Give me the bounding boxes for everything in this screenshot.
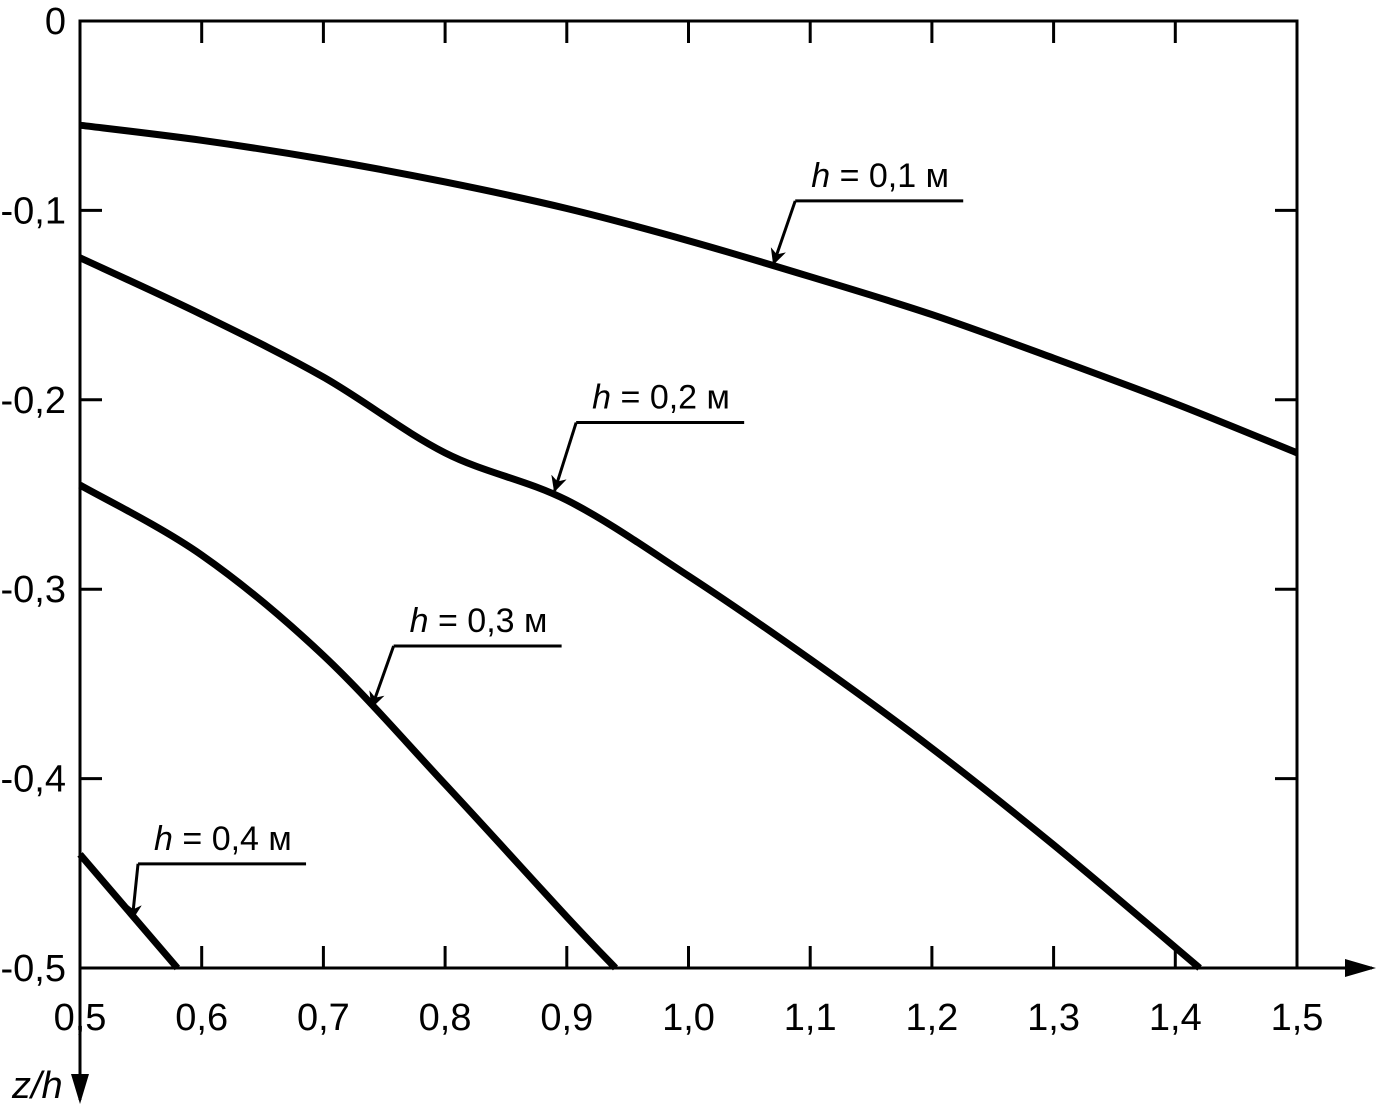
- x-tick-label: 0,8: [419, 997, 472, 1039]
- series-label-2: h = 0,2 м: [551, 379, 745, 493]
- ticks-layer: 0,5 0,6 0,7 0,8 0,9 1,0 1,1 1,2 1,3 1,4 1,50-0,1-0…: [1, 1, 1324, 1039]
- y-tick-label: -0,1: [1, 190, 66, 232]
- y-tick-label: 0: [45, 1, 66, 43]
- x-tick-label: 1,1: [784, 997, 837, 1039]
- y-axis-arrowhead: [71, 1074, 89, 1104]
- series-line-1: [79, 121, 1299, 457]
- x-tick-label: 0,6: [175, 997, 228, 1039]
- series-label-text: h = 0,1 м: [811, 157, 949, 195]
- x-tick-label: 1,2: [905, 997, 958, 1039]
- series-line-2: [78, 254, 1202, 971]
- series-label-arrow: [551, 422, 578, 493]
- x-tick-label: 1,5: [1271, 997, 1324, 1039]
- labels-layer: h = 0,1 м h = 0,2 м h = 0,3 м h = 0,4 м: [125, 157, 964, 921]
- series-label-1: h = 0,1 м: [770, 157, 964, 265]
- x-tick-label: 0,9: [540, 997, 593, 1039]
- series-line-4: [77, 852, 181, 971]
- y-tick-label: -0,5: [1, 948, 66, 990]
- series-label-text: h = 0,2 м: [592, 379, 730, 417]
- y-tick-label: -0,2: [1, 380, 66, 422]
- x-tick-label: 1,4: [1149, 997, 1202, 1039]
- y-tick-label: -0,3: [1, 569, 66, 611]
- y-tick-label: -0,4: [1, 759, 66, 801]
- series-layer: [77, 121, 1299, 971]
- series-label-4: h = 0,4 м: [125, 820, 307, 921]
- series-label-arrow: [125, 863, 142, 921]
- y-axis-title: z/h: [11, 1065, 63, 1107]
- x-tick-label: 1,3: [1027, 997, 1080, 1039]
- x-tick-label: 1,0: [662, 997, 715, 1039]
- series-label-3: h = 0,3 м: [369, 602, 562, 709]
- series-label-arrow: [369, 645, 396, 709]
- series-label-text: h = 0,3 м: [410, 602, 548, 640]
- x-axis-arrowhead: [1345, 959, 1376, 977]
- series-label-arrow: [770, 200, 797, 265]
- x-tick-label: 0,7: [297, 997, 350, 1039]
- series-label-text: h = 0,4 м: [154, 820, 292, 858]
- series-line-3: [78, 481, 619, 971]
